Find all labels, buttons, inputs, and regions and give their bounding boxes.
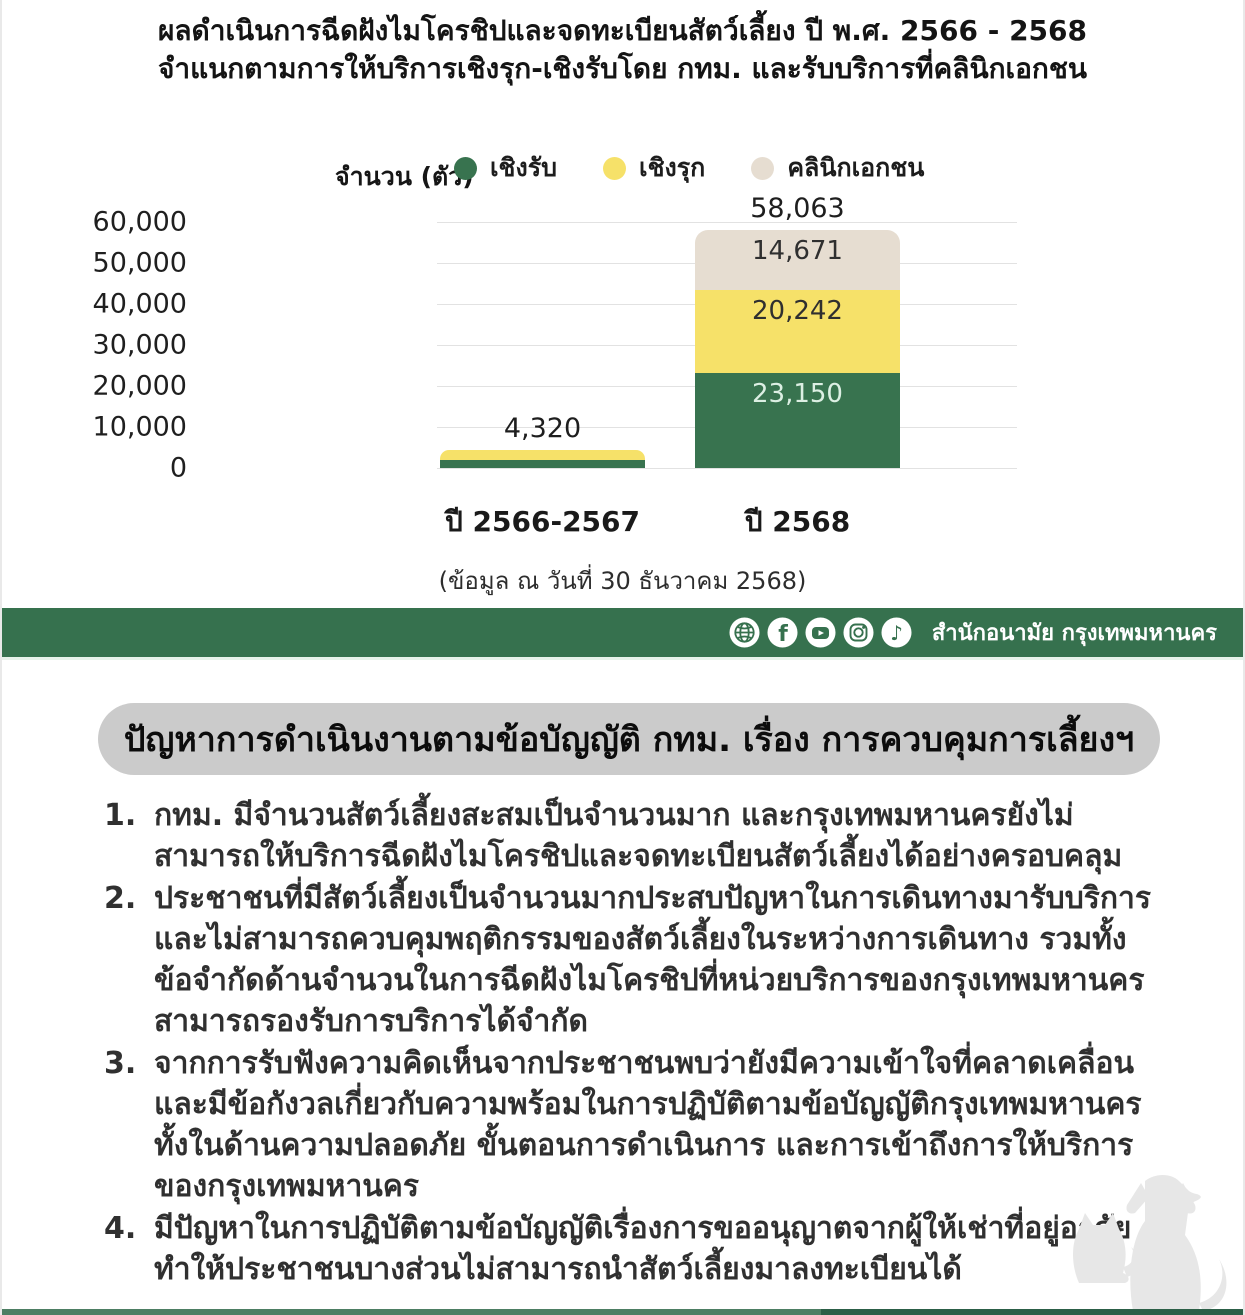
item-text: ประชาชนที่มีสัตว์เลี้ยงเป็นจำนวนมากประสบ… (154, 881, 1151, 1039)
item-number: 1. (104, 798, 137, 833)
facebook-icon[interactable]: f (767, 617, 798, 648)
stacked-bar-chart: 0 10,000 20,000 30,000 40,000 50,000 60,000 4,3… (93, 193, 1017, 484)
legend-label: เชิงรุก (639, 153, 706, 182)
bar-total-label: 58,063 (750, 192, 845, 224)
gridline (437, 468, 1017, 469)
x-axis-label: ปี 2568 (744, 505, 851, 538)
gridline (437, 222, 1017, 223)
page-title-line1: ผลดำเนินการฉีดฝังไมโครชิปและจดทะเบียนสัต… (157, 14, 1088, 47)
legend-label: คลินิกเอกชน (787, 153, 925, 182)
legend-dot-yellow-icon (603, 156, 627, 180)
bar-segment-เชิงรุก: 20,242 (695, 290, 900, 374)
segment-value-label: 23,150 (752, 379, 843, 410)
y-axis-tick-label: 30,000 (92, 329, 187, 361)
problem-item-2: 2. ประชาชนที่มีสัตว์เลี้ยงเป็นจำนวนมากปร… (104, 878, 1152, 1042)
y-axis-unit-label: จำนวน (ตัว) (335, 162, 474, 191)
x-axis-label: ปี 2566-2567 (444, 505, 641, 538)
youtube-icon[interactable] (805, 617, 836, 648)
instagram-icon[interactable] (843, 617, 874, 648)
item-text: จากการรับฟังความคิดเห็นจากประชาชนพบว่ายั… (154, 1046, 1142, 1204)
social-icons: f ♪ (729, 617, 912, 648)
item-number: 2. (104, 881, 137, 916)
problem-item-1: 1. กทม. มีจำนวนสัตว์เลี้ยงสะสมเป็นจำนวนม… (104, 795, 1152, 877)
organization-name: สำนักอนามัย กรุงเทพมหานคร (931, 621, 1217, 646)
segment-value-label: 14,671 (752, 235, 843, 266)
chart-section: ผลดำเนินการฉีดฝังไมโครชิปและจดทะเบียนสัต… (2, 0, 1243, 608)
y-axis-tick-label: 60,000 (92, 206, 187, 238)
tiktok-icon[interactable]: ♪ (881, 617, 912, 648)
legend-label: เชิงรับ (490, 153, 558, 182)
problem-item-3: 3. จากการรับฟังความคิดเห็นจากประชาชนพบว่… (104, 1043, 1152, 1207)
y-axis-tick-label: 20,000 (92, 370, 187, 402)
y-axis-tick-label: 50,000 (92, 247, 187, 279)
footer-banner: f ♪ สำนักอนามัย กรุงเทพมหานคร (2, 608, 1243, 660)
y-axis-tick-label: 0 (169, 452, 187, 484)
dog-cat-watermark (1073, 1175, 1227, 1311)
bar-ปี 2566-2567 (440, 450, 645, 468)
bar-total-label: 4,320 (503, 413, 582, 445)
page-title-line2: จำแนกตามการให้บริการเชิงรุก-เชิงรับโดย ก… (157, 52, 1088, 85)
website-globe-icon[interactable] (729, 617, 760, 648)
page-title: ผลดำเนินการฉีดฝังไมโครชิปและจดทะเบียนสัต… (2, 12, 1243, 88)
segment-value-label: 20,242 (752, 296, 843, 327)
bar-segment-เชิงรุก (440, 450, 645, 461)
chart-legend: เชิงรับ เชิงรุก คลินิกเอกชน (454, 148, 924, 188)
bottom-accent-line (2, 1309, 1243, 1315)
y-axis-tick-label: 10,000 (92, 411, 187, 443)
svg-text:f: f (778, 622, 788, 647)
legend-dot-beige-icon (751, 156, 775, 180)
legend-item-passive: เชิงรับ (454, 148, 557, 188)
bar-segment-เชิงรับ: 23,150 (695, 373, 900, 468)
item-number: 3. (104, 1046, 137, 1081)
legend-item-private-clinic: คลินิกเอกชน (751, 148, 924, 188)
section-heading: ปัญหาการดำเนินงานตามข้อบัญญัติ กทม. เรื่… (98, 703, 1160, 775)
y-axis-tick-label: 40,000 (92, 288, 187, 320)
data-as-of-note: (ข้อมูล ณ วันที่ 30 ธันวาคม 2568) (438, 567, 807, 595)
bar-ปี 2568: 23,150 20,242 14,671 (695, 229, 900, 468)
bar-segment-เชิงรับ (440, 460, 645, 468)
bar-segment-คลินิกเอกชน: 14,671 (695, 229, 900, 291)
problem-list: 1. กทม. มีจำนวนสัตว์เลี้ยงสะสมเป็นจำนวนม… (104, 795, 1152, 1291)
svg-text:♪: ♪ (890, 621, 903, 645)
item-number: 4. (104, 1211, 137, 1246)
item-text: กทม. มีจำนวนสัตว์เลี้ยงสะสมเป็นจำนวนมาก … (154, 798, 1123, 874)
legend-item-proactive: เชิงรุก (603, 148, 705, 188)
legend-dot-green-icon (454, 156, 477, 180)
problem-item-4: 4. มีปัญหาในการปฏิบัติตามข้อบัญญัติเรื่อ… (104, 1208, 1152, 1290)
item-text: มีปัญหาในการปฏิบัติตามข้อบัญญัติเรื่องกา… (154, 1211, 1132, 1287)
